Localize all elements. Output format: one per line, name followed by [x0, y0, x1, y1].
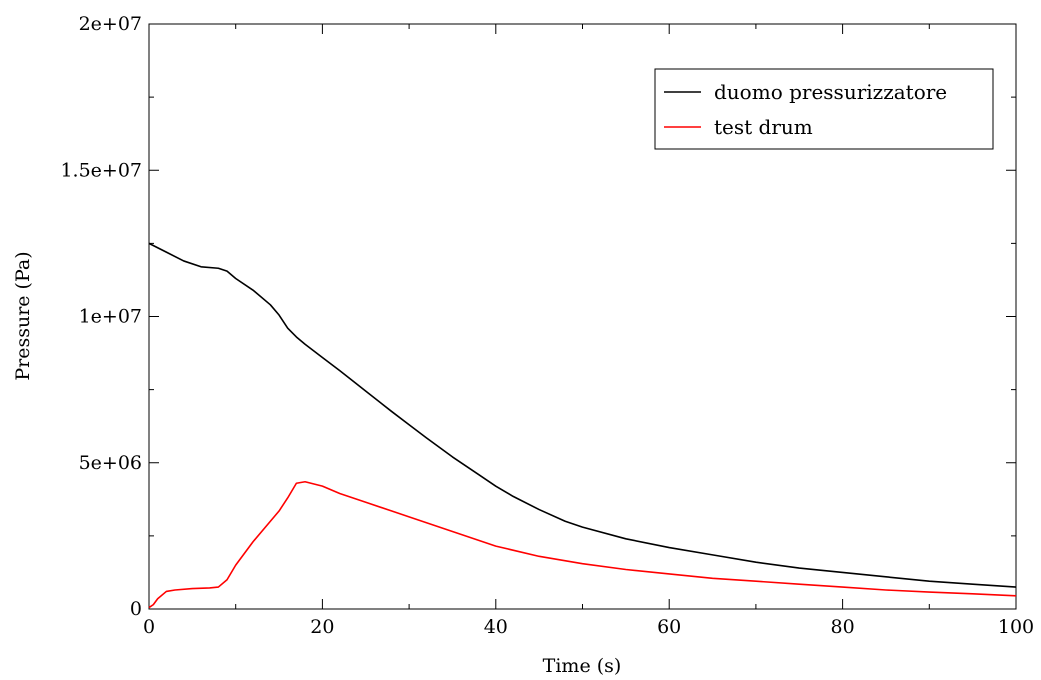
x-tick-label: 0 — [143, 616, 155, 638]
x-tick-label: 60 — [657, 616, 681, 638]
series-line-test-drum — [148, 480, 1017, 609]
series-line-duomo-pressurizzatore — [148, 242, 1017, 588]
x-axis-title: Time (s) — [543, 655, 622, 677]
y-tick-label: 1e+07 — [79, 306, 142, 328]
x-tick-label: 100 — [998, 616, 1034, 638]
y-tick-label: 1.5e+07 — [60, 159, 142, 181]
y-tick-label: 2e+07 — [79, 13, 142, 35]
legend: duomo pressurizzatore test drum — [654, 68, 994, 150]
legend-label-test-drum: test drum — [714, 115, 813, 139]
legend-box — [654, 68, 994, 150]
legend-label-duomo-pressurizzatore: duomo pressurizzatore — [714, 80, 947, 104]
y-axis-title: Pressure (Pa) — [12, 251, 34, 380]
x-tick-label: 80 — [831, 616, 855, 638]
tick-labels: 0 20 40 60 80 100 0 5e+06 1e+07 1.5e+07 2e+07 — [60, 13, 1034, 638]
x-tick-label: 20 — [310, 616, 334, 638]
series-lines — [148, 242, 1017, 609]
axis-ticks — [148, 23, 1017, 610]
x-tick-label: 40 — [484, 616, 508, 638]
y-tick-label: 5e+06 — [79, 452, 142, 474]
y-tick-label: 0 — [130, 598, 142, 620]
